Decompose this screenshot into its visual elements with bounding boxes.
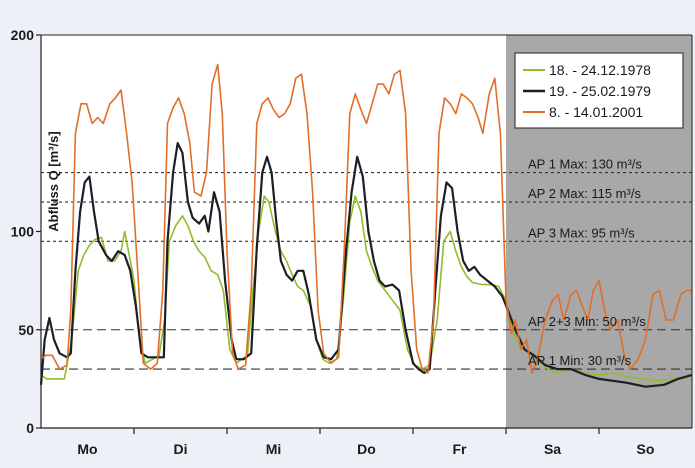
x-tick-label: Do	[357, 441, 376, 457]
x-tick-label: Fr	[453, 441, 468, 457]
threshold-label: AP 1 Min: 30 m³/s	[528, 353, 632, 368]
x-tick-label: Mi	[266, 441, 282, 457]
series-line-2	[39, 142, 693, 388]
legend-label: 18. - 24.12.1978	[549, 62, 651, 78]
legend: 18. - 24.12.1978 19. - 25.02.1979 8. - 14.…	[514, 52, 684, 129]
y-tick-label: 200	[11, 27, 35, 43]
x-tick-label: Di	[174, 441, 188, 457]
threshold-label: AP 1 Max: 130 m³/s	[528, 157, 642, 172]
y-axis-label: Abfluss Q [m³/s]	[46, 131, 61, 231]
axes-layer: 0 50 100 200 Abfluss Q [m³/s] Mo Di Mi Do Fr Sa So	[11, 27, 693, 457]
threshold-label: AP 2 Max: 115 m³/s	[528, 186, 641, 201]
y-tick-label: 50	[18, 322, 34, 338]
x-tick-label: Mo	[77, 441, 97, 457]
x-tick-label: Sa	[544, 441, 561, 457]
series-line-3	[40, 63, 692, 374]
y-tick-label: 100	[11, 224, 35, 240]
threshold-label: AP 3 Max: 95 m³/s	[528, 225, 635, 240]
x-tick-label: So	[637, 441, 655, 457]
threshold-label: AP 2+3 Min: 50 m³/s	[528, 314, 646, 329]
legend-label: 19. - 25.02.1979	[549, 83, 651, 99]
y-tick-label: 0	[26, 420, 34, 436]
legend-label: 8. - 14.01.2001	[549, 104, 643, 120]
